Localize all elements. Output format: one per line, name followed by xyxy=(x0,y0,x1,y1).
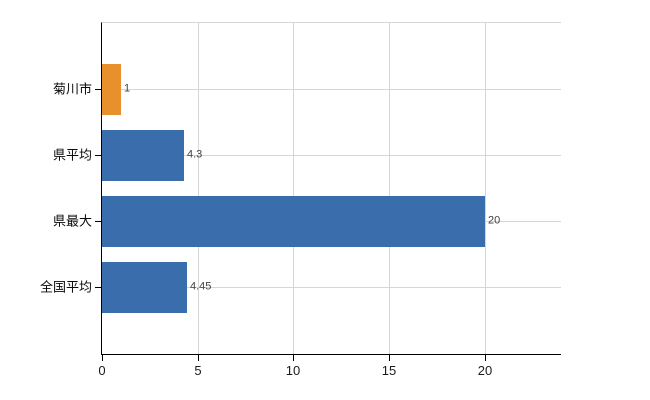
bar-value-label: 20 xyxy=(488,214,501,227)
category-label-菊川市: 菊川市 xyxy=(52,81,92,97)
horizontal-gridline xyxy=(102,155,561,156)
y-axis-tick xyxy=(95,89,101,90)
y-axis-tick xyxy=(95,287,101,288)
horizontal-gridline xyxy=(102,287,561,288)
x-tick-label: 0 xyxy=(98,363,106,378)
horizontal-gridline xyxy=(102,89,561,90)
bar-県平均 xyxy=(102,130,184,181)
category-label-全国平均: 全国平均 xyxy=(39,279,92,295)
x-axis-tick xyxy=(485,355,486,361)
bar-全国平均 xyxy=(102,262,187,313)
x-axis-tick xyxy=(389,355,390,361)
x-axis-tick xyxy=(293,355,294,361)
bar-value-label: 4.45 xyxy=(190,280,212,293)
x-axis-tick xyxy=(102,355,103,361)
x-tick-label: 5 xyxy=(194,363,202,378)
bar-value-label: 1 xyxy=(124,82,131,95)
vertical-gridline xyxy=(389,23,390,354)
vertical-gridline xyxy=(198,23,199,354)
category-label-県平均: 県平均 xyxy=(52,147,92,163)
y-axis-tick xyxy=(95,221,101,222)
vertical-gridline xyxy=(485,23,486,354)
plot-area: 1 4.3 20 4.45 xyxy=(101,22,561,355)
bar-value-label: 4.3 xyxy=(187,148,203,161)
category-label-県最大: 県最大 xyxy=(52,213,92,229)
x-tick-label: 10 xyxy=(285,363,301,378)
x-tick-label: 20 xyxy=(477,363,493,378)
x-tick-label: 15 xyxy=(381,363,397,378)
bar-菊川市 xyxy=(102,64,121,115)
vertical-gridline xyxy=(293,23,294,354)
y-axis-tick xyxy=(95,155,101,156)
x-axis-tick xyxy=(198,355,199,361)
bar-県最大 xyxy=(102,196,485,247)
